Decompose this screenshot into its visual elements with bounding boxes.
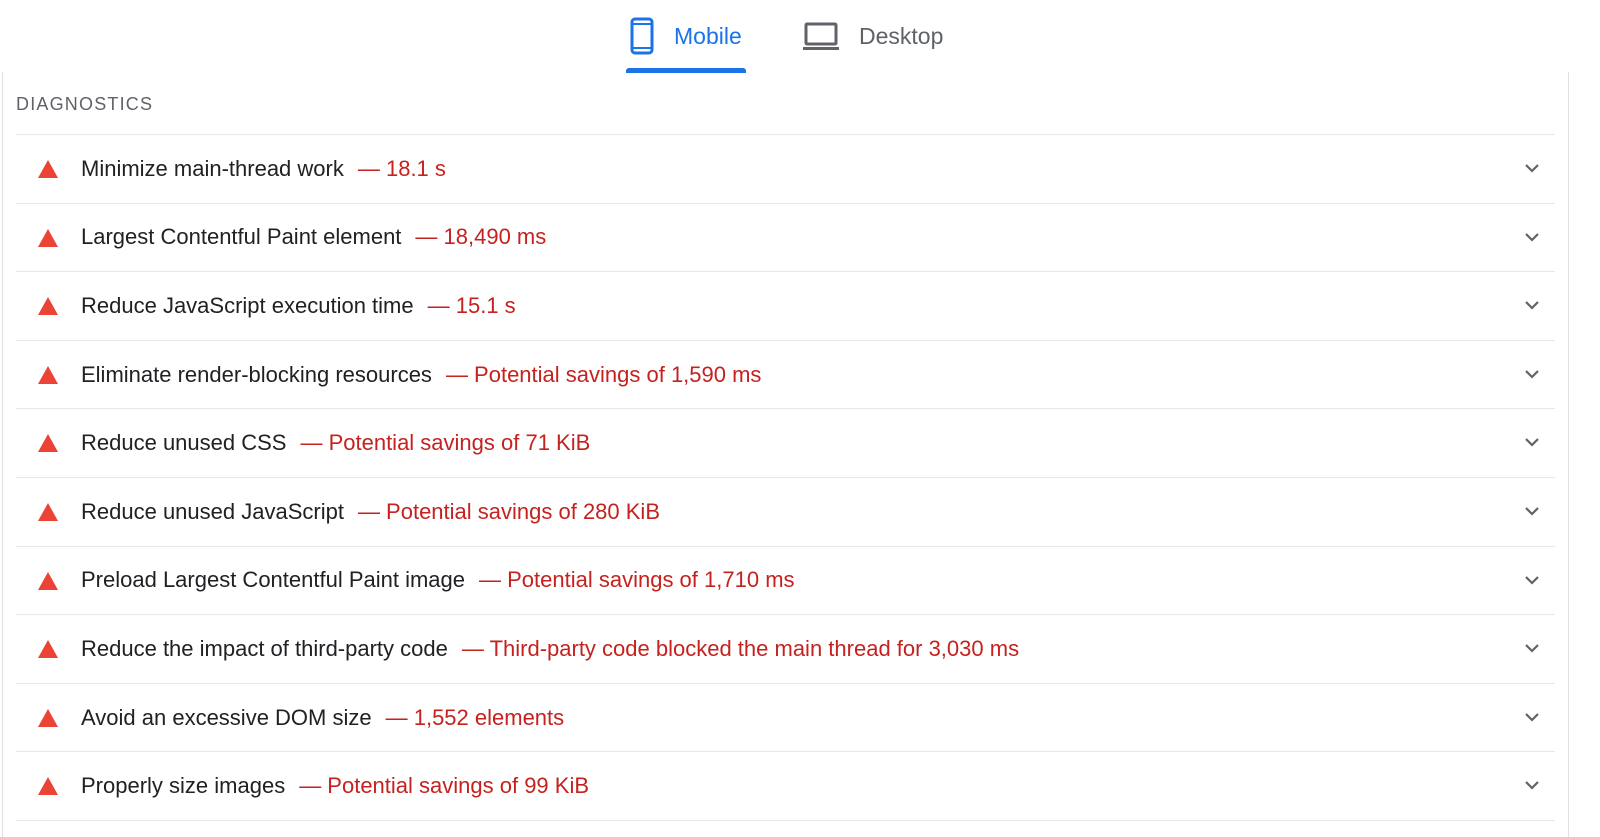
audit-row[interactable]: Avoid an excessive DOM size — 1,552 eleme… — [16, 684, 1555, 753]
audit-row[interactable]: Eliminate render-blocking resources — Pot… — [16, 341, 1555, 410]
audit-title: Reduce unused JavaScript — [81, 498, 344, 524]
audit-value: — Potential savings of 1,710 ms — [479, 567, 795, 593]
audit-value: — Potential savings of 280 KiB — [357, 498, 660, 524]
audit-title: Minimize main-thread work — [81, 155, 344, 181]
laptop-icon — [803, 22, 839, 50]
audit-value: — Third-party code blocked the main thre… — [461, 635, 1020, 661]
audit-title: Reduce unused CSS — [81, 430, 287, 456]
active-tab-indicator — [626, 68, 746, 73]
fail-triangle-icon — [38, 502, 58, 521]
chevron-down-icon[interactable] — [1523, 433, 1541, 451]
tab-desktop[interactable]: Desktop — [803, 0, 943, 72]
audit-row[interactable]: Reduce JavaScript execution time — 15.1 s — [16, 272, 1555, 341]
chevron-down-icon[interactable] — [1523, 228, 1541, 246]
audit-value: — 18.1 s — [357, 155, 446, 181]
audit-row[interactable]: Reduce unused CSS — Potential savings of … — [16, 409, 1555, 478]
audit-value: — Potential savings of 71 KiB — [300, 430, 591, 456]
chevron-down-icon[interactable] — [1523, 571, 1541, 589]
diagnostics-panel: DIAGNOSTICS Minimize main-thread work — 1… — [2, 72, 1569, 837]
audit-row[interactable]: Properly size images — Potential savings … — [16, 752, 1555, 821]
tab-label: Desktop — [859, 22, 944, 49]
audit-title: Eliminate render-blocking resources — [81, 361, 432, 387]
tab-label: Mobile — [674, 22, 742, 49]
chevron-down-icon[interactable] — [1523, 639, 1541, 657]
fail-triangle-icon — [38, 640, 58, 659]
chevron-down-icon[interactable] — [1523, 708, 1541, 726]
audit-title: Reduce JavaScript execution time — [81, 292, 414, 318]
section-title: DIAGNOSTICS — [16, 94, 154, 114]
fail-triangle-icon — [38, 708, 58, 727]
audit-value: — Potential savings of 1,590 ms — [445, 361, 762, 387]
audit-row[interactable]: Reduce unused JavaScript — Potential savi… — [16, 478, 1555, 547]
chevron-down-icon[interactable] — [1523, 159, 1541, 177]
fail-triangle-icon — [38, 160, 58, 178]
audit-value: — Potential savings of 99 KiB — [299, 773, 590, 799]
audit-list: Minimize main-thread work — 18.1 s Larges… — [16, 134, 1555, 821]
audit-row[interactable]: Preload Largest Contentful Paint image — … — [16, 547, 1555, 616]
audit-title: Avoid an excessive DOM size — [81, 704, 372, 730]
audit-title: Reduce the impact of third-party code — [81, 635, 448, 661]
fail-triangle-icon — [38, 228, 58, 247]
audit-value: — 18,490 ms — [415, 224, 547, 250]
fail-triangle-icon — [38, 571, 58, 590]
chevron-down-icon[interactable] — [1523, 502, 1541, 520]
chevron-down-icon[interactable] — [1523, 776, 1541, 794]
tab-mobile[interactable]: Mobile — [626, 0, 746, 72]
audit-row[interactable]: Largest Contentful Paint element — 18,490… — [16, 204, 1555, 273]
audit-value: — 1,552 elements — [385, 704, 565, 730]
audit-title: Largest Contentful Paint element — [81, 224, 402, 250]
fail-triangle-icon — [38, 365, 58, 384]
fail-triangle-icon — [38, 297, 58, 316]
chevron-down-icon[interactable] — [1523, 365, 1541, 383]
device-tabs: Mobile Desktop — [0, 0, 1600, 73]
audit-title: Preload Largest Contentful Paint image — [81, 567, 466, 593]
chevron-down-icon[interactable] — [1523, 296, 1541, 314]
smartphone-icon — [630, 17, 654, 55]
fail-triangle-icon — [38, 777, 58, 796]
fail-triangle-icon — [38, 434, 58, 453]
audit-value: — 15.1 s — [427, 292, 516, 318]
audit-row[interactable]: Reduce the impact of third-party code — T… — [16, 615, 1555, 684]
audit-title: Properly size images — [81, 773, 286, 799]
audit-row[interactable]: Minimize main-thread work — 18.1 s — [16, 135, 1555, 204]
